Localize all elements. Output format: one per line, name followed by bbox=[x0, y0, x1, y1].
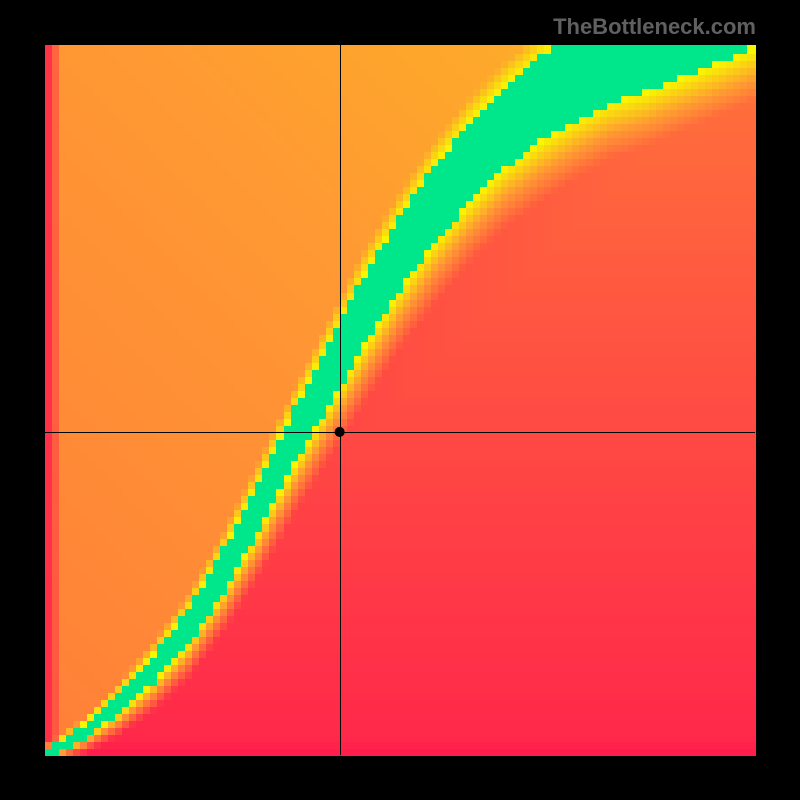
watermark-text: TheBottleneck.com bbox=[553, 14, 756, 40]
bottleneck-heatmap bbox=[0, 0, 800, 800]
chart-container: TheBottleneck.com bbox=[0, 0, 800, 800]
